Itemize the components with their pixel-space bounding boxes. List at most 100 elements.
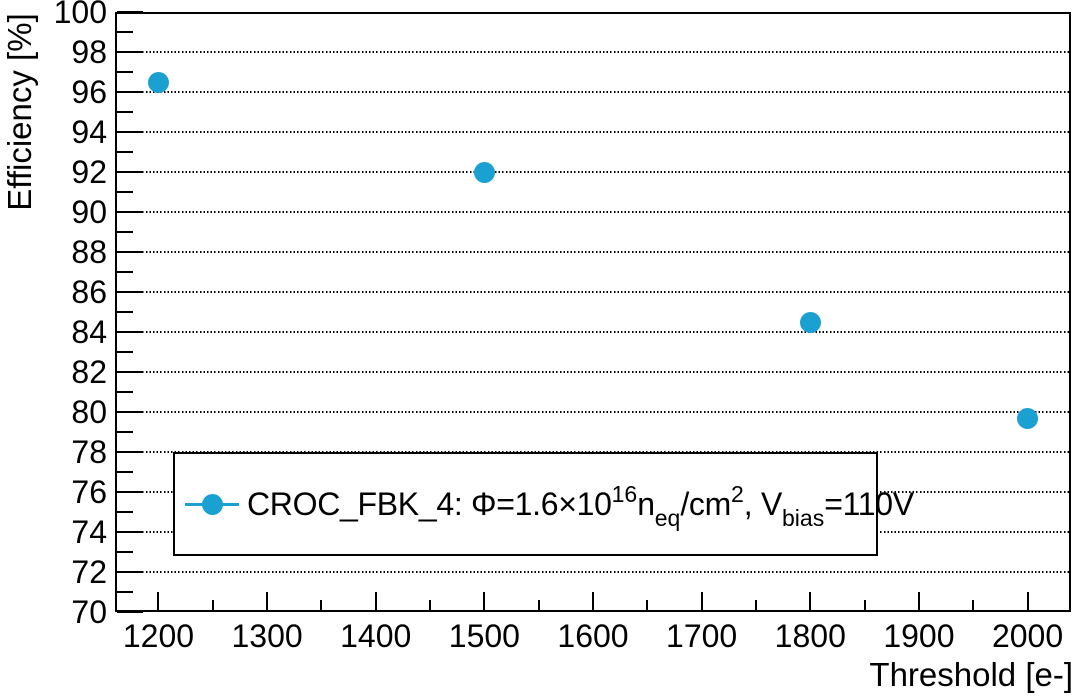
y-tick-label-100: 100 [53,0,107,30]
y-minor-tick-99 [117,31,133,33]
y-minor-tick-71 [117,591,133,593]
data-point-1500 [473,161,495,183]
legend-label-segment: CROC_FBK_4: Φ=1.6×10 [247,485,612,522]
y-tick-label-70: 70 [71,594,107,630]
y-tick-label-86: 86 [71,274,107,310]
x-major-tick-1300 [266,592,269,610]
legend-label-segment: =110V [824,485,914,522]
x-major-tick-1400 [374,592,377,610]
y-tick-label-94: 94 [71,114,107,150]
x-tick-label-1800: 1800 [774,618,846,654]
legend-label-segment: , V [743,485,783,522]
x-tick-label-1400: 1400 [340,618,412,654]
y-minor-tick-77 [117,471,133,473]
x-tick-label-1700: 1700 [666,618,738,654]
x-tick-label-2000: 2000 [991,618,1064,654]
y-major-tick-98 [117,51,143,53]
x-minor-tick-1550 [537,600,540,610]
x-tick-label-1500: 1500 [448,618,520,654]
gridline-y-86 [117,291,1069,293]
gridline-y-88 [117,251,1069,253]
data-point-1800 [799,311,821,333]
gridline-y-72 [117,571,1069,573]
x-minor-tick-1850 [863,600,866,610]
y-tick-label-90: 90 [71,194,107,230]
gridline-y-90 [117,211,1069,213]
legend-label-segment: /cm [680,485,731,522]
y-tick-label-78: 78 [71,434,107,470]
y-tick-label-98: 98 [71,34,107,70]
legend-entry-label: CROC_FBK_4: Φ=1.6×1016neq/cm2, Vbias=110… [247,481,914,531]
x-minor-tick-1350 [320,600,323,610]
x-tick-label-1900: 1900 [883,618,955,654]
legend-label-segment: 2 [730,480,744,507]
y-major-tick-80 [117,411,143,413]
x-tick-label-1600: 1600 [557,618,629,654]
x-tick-label-1200: 1200 [122,618,195,654]
x-minor-tick-1750 [754,600,757,610]
y-major-tick-74 [117,531,143,533]
gridline-y-92 [117,171,1069,173]
x-axis-title: Threshold [e-] [869,656,1073,693]
y-minor-tick-87 [117,271,133,273]
x-major-tick-1800 [809,592,812,610]
gridline-y-84 [117,331,1069,333]
x-major-tick-1200 [157,592,160,610]
gridline-y-80 [117,411,1069,413]
plot-frame [115,12,1071,612]
x-major-tick-1600 [592,592,594,610]
y-tick-label-96: 96 [71,74,107,110]
legend-label-segment: n [637,485,655,522]
y-minor-tick-83 [117,351,133,353]
y-minor-tick-79 [117,431,133,433]
y-minor-tick-95 [117,111,133,113]
x-major-tick-1900 [917,592,920,610]
y-tick-label-92: 92 [71,154,107,190]
y-minor-tick-93 [117,151,133,153]
y-major-tick-88 [117,251,143,253]
y-minor-tick-97 [117,71,133,73]
gridline-y-98 [117,51,1069,53]
x-minor-tick-1650 [646,600,649,610]
gridline-y-82 [117,371,1069,373]
y-tick-label-84: 84 [71,314,107,350]
y-major-tick-96 [117,91,143,93]
y-major-tick-100 [117,11,143,13]
y-tick-label-72: 72 [71,554,107,590]
y-tick-label-76: 76 [71,474,107,510]
y-major-tick-76 [117,491,143,493]
x-minor-tick-1450 [429,600,432,610]
y-major-tick-70 [117,611,143,613]
y-minor-tick-85 [117,311,133,313]
x-major-tick-1500 [483,592,486,610]
x-minor-tick-1250 [211,600,214,610]
data-point-1200 [147,71,169,93]
gridline-y-94 [117,131,1069,133]
data-point-2000 [1017,407,1039,429]
y-minor-tick-91 [117,191,133,193]
legend-sample-circle-icon [201,493,223,515]
y-tick-label-80: 80 [71,394,107,430]
y-major-tick-78 [117,451,143,453]
y-minor-tick-81 [117,391,133,393]
y-major-tick-92 [117,171,143,173]
y-tick-label-88: 88 [71,234,107,270]
legend-label-segment: bias [782,504,825,531]
y-major-tick-72 [117,571,143,573]
y-tick-label-74: 74 [71,514,107,550]
legend-box: CROC_FBK_4: Φ=1.6×1016neq/cm2, Vbias=110… [173,452,914,556]
x-minor-tick-1950 [972,600,975,610]
legend-label-segment: 16 [611,480,638,507]
x-tick-label-1300: 1300 [231,618,303,654]
x-major-tick-1700 [700,592,703,610]
legend-marker-sample [185,492,239,516]
y-minor-tick-73 [117,551,133,553]
gridline-y-96 [117,91,1069,93]
x-major-tick-2000 [1026,592,1029,610]
y-tick-label-82: 82 [71,354,107,390]
y-minor-tick-89 [117,231,133,233]
y-major-tick-84 [117,331,143,333]
y-major-tick-90 [117,211,143,213]
y-major-tick-82 [117,371,143,373]
